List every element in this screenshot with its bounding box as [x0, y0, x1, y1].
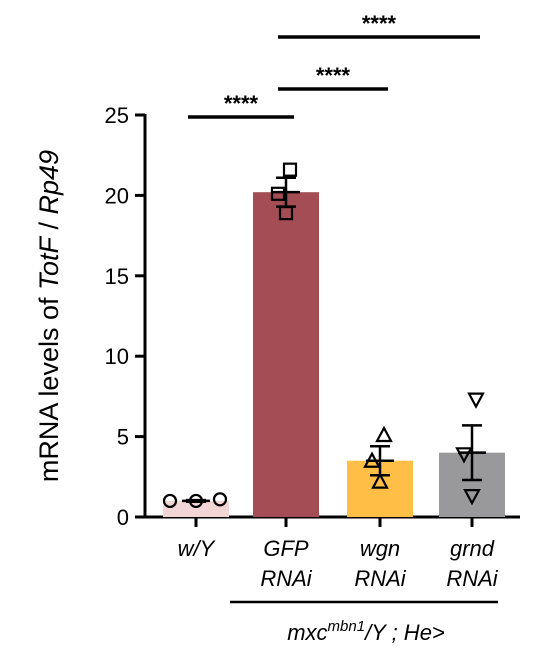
data-point-circle [162, 493, 178, 509]
genotype-rest: /Y ; He> [363, 620, 445, 645]
y-tick-label: 5 [117, 425, 129, 450]
y-axis-label-group: mRNA levels of TotF / Rp49 [34, 150, 64, 482]
data-point-circle [188, 493, 204, 509]
genotype-label: mxcmbn1/Y ; He> [287, 618, 445, 645]
significance-label: **** [316, 63, 351, 88]
data-point-triangle-up [371, 472, 389, 489]
y-axis-label-part: / [34, 214, 64, 237]
x-tick-label: wgn [360, 536, 400, 561]
y-tick-label: 20 [105, 183, 129, 208]
data-point-triangle-up [375, 425, 393, 443]
significance-label: **** [224, 91, 259, 116]
genotype-annotation: mxcmbn1/Y ; He> [230, 600, 498, 645]
y-axis-label-part: mRNA levels of [34, 290, 64, 482]
x-tick-label: grnd [450, 536, 495, 561]
bars [163, 176, 505, 517]
x-tick-label: RNAi [354, 566, 406, 591]
data-point-square [270, 186, 286, 201]
data-point-square [278, 205, 294, 221]
data-points [162, 162, 485, 509]
significance-label: **** [362, 11, 397, 36]
y-tick-label: 0 [117, 505, 129, 530]
y-tick-label: 10 [105, 344, 129, 369]
genotype-superscript: mbn1 [328, 618, 366, 635]
data-point-triangle-down [455, 447, 473, 464]
data-point-square [282, 162, 298, 177]
data-point-triangle-up [363, 451, 381, 468]
genotype-base: mxc [287, 620, 327, 645]
y-axis-label-part: TotF [34, 235, 64, 290]
y-tick-label: 25 [105, 103, 129, 128]
y-axis-label: mRNA levels of TotF / Rp49 [34, 150, 64, 482]
y-tick-label: 15 [105, 264, 129, 289]
x-tick-labels: w/Y GFP RNAi wgn RNAi grnd RNAi [178, 517, 499, 591]
x-tick-label: RNAi [260, 566, 312, 591]
x-tick-label: w/Y [178, 536, 216, 561]
data-point-triangle-down [463, 488, 481, 506]
x-tick-label: RNAi [446, 566, 498, 591]
data-point-circle [212, 492, 228, 507]
bar [253, 192, 319, 517]
y-axis-label-part: Rp49 [34, 150, 64, 215]
significance-brackets: **** **** **** [188, 11, 480, 119]
x-tick-label: GFP [263, 536, 309, 561]
data-point-triangle-down [467, 392, 485, 409]
bar [163, 500, 229, 517]
y-ticks: 0 5 10 15 20 25 [105, 103, 145, 530]
